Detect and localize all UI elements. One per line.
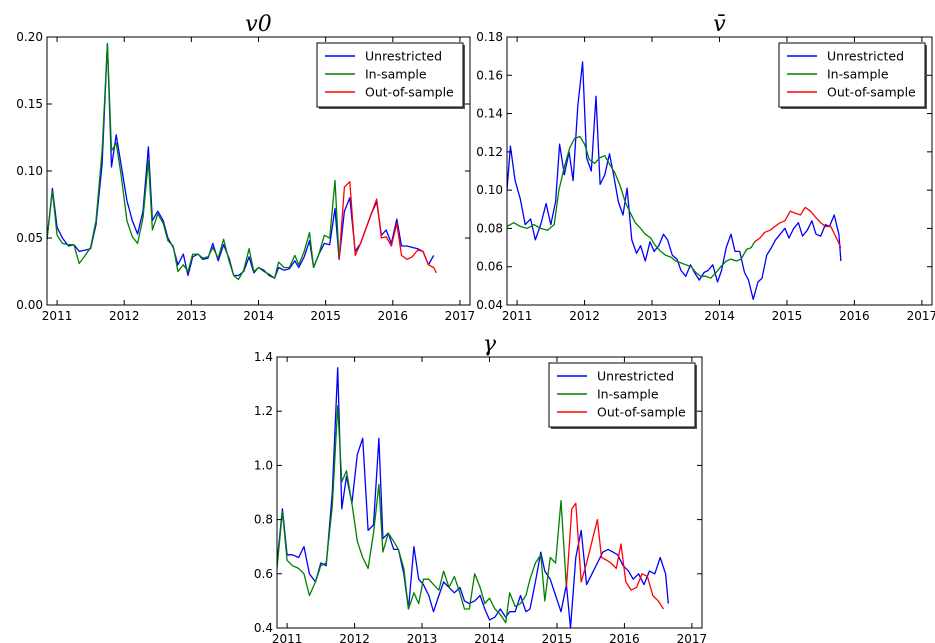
chart-title: γ bbox=[483, 332, 497, 357]
x-tick-label: 2012 bbox=[339, 632, 370, 643]
series-line-out-of-sample bbox=[565, 502, 665, 610]
series-line-in-sample bbox=[47, 43, 340, 281]
x-tick-label: 2015 bbox=[772, 309, 803, 323]
x-tick-label: 2014 bbox=[243, 309, 274, 323]
chart-title: v0 bbox=[245, 12, 271, 37]
y-tick-label: 0.12 bbox=[476, 145, 503, 159]
y-tick-label: 0.15 bbox=[16, 97, 43, 111]
x-tick-label: 2013 bbox=[407, 632, 438, 643]
y-tick-label: 0.14 bbox=[476, 107, 503, 121]
x-tick-label: 2012 bbox=[569, 309, 600, 323]
x-tick-label: 2014 bbox=[474, 632, 505, 643]
y-tick-label: 0.10 bbox=[16, 164, 43, 178]
x-tick-label: 2016 bbox=[609, 632, 640, 643]
x-tick-label: 2013 bbox=[637, 309, 668, 323]
x-tick-label: 2012 bbox=[109, 309, 140, 323]
y-tick-label: 0.4 bbox=[254, 621, 273, 635]
y-tick-label: 0.20 bbox=[16, 30, 43, 44]
legend-box bbox=[548, 362, 696, 428]
legend-label: In-sample bbox=[365, 67, 427, 82]
legend: Unrestricted In-sample Out-of-sample bbox=[548, 362, 697, 429]
legend-box bbox=[778, 42, 926, 108]
y-tick-label: 0.00 bbox=[16, 298, 43, 312]
series-line-out-of-sample bbox=[338, 181, 437, 274]
legend: Unrestricted In-sample Out-of-sample bbox=[316, 42, 465, 109]
x-tick-label: 2016 bbox=[839, 309, 870, 323]
y-tick-label: 0.06 bbox=[476, 260, 503, 274]
x-tick-label: 2017 bbox=[445, 309, 476, 323]
legend-box bbox=[316, 42, 464, 108]
legend-label: Out-of-sample bbox=[827, 85, 916, 100]
legend-label: Unrestricted bbox=[597, 369, 674, 384]
y-tick-label: 0.05 bbox=[16, 231, 43, 245]
series-line-out-of-sample bbox=[754, 206, 842, 248]
y-tick-label: 0.8 bbox=[254, 513, 273, 527]
x-tick-label: 2017 bbox=[907, 309, 935, 323]
series-line-unrestricted bbox=[507, 61, 842, 300]
y-tick-label: 0.10 bbox=[476, 183, 503, 197]
x-tick-label: 2013 bbox=[176, 309, 207, 323]
legend-label: In-sample bbox=[597, 387, 659, 402]
x-tick-label: 2011 bbox=[42, 309, 73, 323]
legend-label: Out-of-sample bbox=[365, 85, 454, 100]
y-tick-label: 0.04 bbox=[476, 298, 503, 312]
x-tick-label: 2014 bbox=[704, 309, 735, 323]
y-tick-label: 0.18 bbox=[476, 30, 503, 44]
series-line-in-sample bbox=[277, 405, 568, 624]
x-tick-label: 2017 bbox=[677, 632, 708, 643]
series-line-in-sample bbox=[507, 135, 756, 279]
y-tick-label: 1.2 bbox=[254, 404, 273, 418]
y-tick-label: 0.08 bbox=[476, 221, 503, 235]
legend-label: Unrestricted bbox=[365, 49, 442, 64]
chart-panel-0: 2011 2012 2013 2014 2015 2016 2017 0.00 0.05 0.10… bbox=[16, 12, 475, 323]
x-tick-label: 2011 bbox=[502, 309, 533, 323]
legend-label: In-sample bbox=[827, 67, 889, 82]
y-tick-label: 0.6 bbox=[254, 567, 273, 581]
chart-panel-1: 2011 2012 2013 2014 2015 2016 2017 0.04 0.06 0.08… bbox=[476, 12, 935, 323]
y-tick-label: 1.4 bbox=[254, 350, 273, 364]
y-tick-label: 0.16 bbox=[476, 68, 503, 82]
y-tick-label: 1.0 bbox=[254, 458, 273, 472]
x-tick-label: 2011 bbox=[272, 632, 303, 643]
x-tick-label: 2016 bbox=[378, 309, 409, 323]
legend-label: Out-of-sample bbox=[597, 405, 686, 420]
x-tick-label: 2015 bbox=[542, 632, 573, 643]
chart-panel-2: 2011 2012 2013 2014 2015 2016 2017 0.4 0.6 0.8 1.0… bbox=[254, 332, 707, 643]
x-tick-label: 2015 bbox=[310, 309, 341, 323]
chart-title: v̄ bbox=[713, 12, 726, 37]
legend: Unrestricted In-sample Out-of-sample bbox=[778, 42, 927, 109]
series-line-unrestricted bbox=[277, 367, 669, 628]
legend-label: Unrestricted bbox=[827, 49, 904, 64]
